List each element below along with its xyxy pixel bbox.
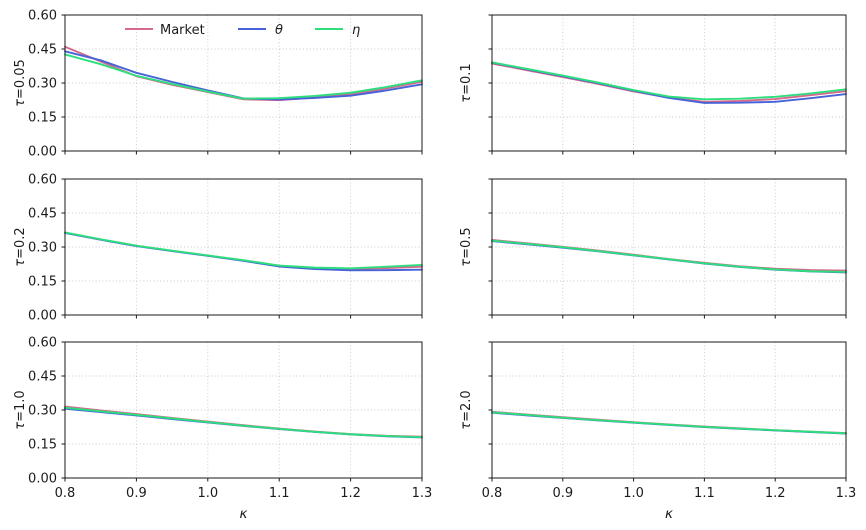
x-axis-label: κ [240,506,248,522]
line-η [64,406,423,439]
tick-marks [488,341,847,482]
y-axis-label: τ=2.0 [459,390,474,429]
subplot-τ=0.2: 0.00 0.15 0.30 0.45 0.60 τ=0.2 [13,173,423,324]
y-axis-label: τ=1.0 [13,390,28,429]
x-tick-label: 1.0 [623,486,644,501]
y-tick-label: 0.15 [28,438,57,453]
x-axis-label: κ [665,506,673,522]
line-Market [64,231,423,271]
x-tick-label: 1.0 [197,486,218,501]
y-tick-label: 0.30 [28,404,57,419]
tick-marks [61,341,423,482]
line-η [491,411,847,435]
y-tick-label: 0.60 [28,336,57,351]
legend-label: η [352,23,360,38]
gridlines [492,179,846,315]
tick-marks [61,14,423,155]
gridlines [492,15,846,151]
y-tick-label: 0.45 [28,207,57,222]
y-axis-label: τ=0.2 [13,227,28,266]
legend-label: Market [160,23,205,38]
line-θ [64,50,423,101]
tick-marks [488,14,847,155]
subplot-τ=1.0: 0.00 0.15 0.30 0.45 0.60 0.8 0.9 1.0 1.1 1.2 1.3 κ τ… [13,336,432,523]
x-tick-label: 1.2 [340,486,361,501]
y-tick-label: 0.45 [28,43,57,58]
line-η [491,239,847,273]
line-η [64,53,423,100]
y-tick-label: 0.00 [28,309,57,324]
x-tick-label: 1.1 [269,486,290,501]
subplot-τ=0.05: 0.00 0.15 0.30 0.45 0.60 τ=0.05 Market θ η [13,9,423,160]
x-tick-label: 0.8 [482,486,503,501]
x-tick-label: 0.9 [552,486,573,501]
x-tick-label: 0.8 [55,486,76,501]
line-η [491,61,847,101]
y-tick-label: 0.60 [28,173,57,188]
line-θ [64,231,423,272]
x-tick-label: 1.3 [836,486,857,501]
legend: Market θ η [125,23,360,38]
legend-label: θ [275,23,283,38]
y-tick-label: 0.15 [28,275,57,290]
y-tick-label: 0.30 [28,77,57,92]
subplot-τ=2.0: 0.8 0.9 1.0 1.1 1.2 1.3 κ τ=2.0 [459,341,857,522]
line-Market [491,410,847,435]
y-tick-label: 0.00 [28,472,57,487]
subplot-τ=0.1: τ=0.1 [459,14,847,155]
line-η [64,231,423,270]
tick-marks [488,178,847,319]
y-tick-label: 0.15 [28,111,57,126]
gridlines [65,342,422,478]
x-tick-label: 1.1 [694,486,715,501]
y-axis-label: τ=0.5 [459,227,474,266]
x-tick-label: 1.3 [412,486,433,501]
y-tick-label: 0.00 [28,145,57,160]
y-tick-label: 0.45 [28,370,57,385]
line-Market [491,239,847,272]
x-tick-label: 1.2 [765,486,786,501]
x-tick-label: 0.9 [126,486,147,501]
y-tick-label: 0.60 [28,9,57,24]
subplot-τ=0.5: τ=0.5 [459,178,847,319]
tick-marks [61,178,423,319]
gridlines [492,342,846,478]
line-Market [64,405,423,438]
y-axis-label: τ=0.1 [459,63,474,102]
gridlines [65,179,422,315]
y-axis-label: τ=0.05 [13,59,28,107]
y-tick-label: 0.30 [28,241,57,256]
gridlines [65,15,422,151]
